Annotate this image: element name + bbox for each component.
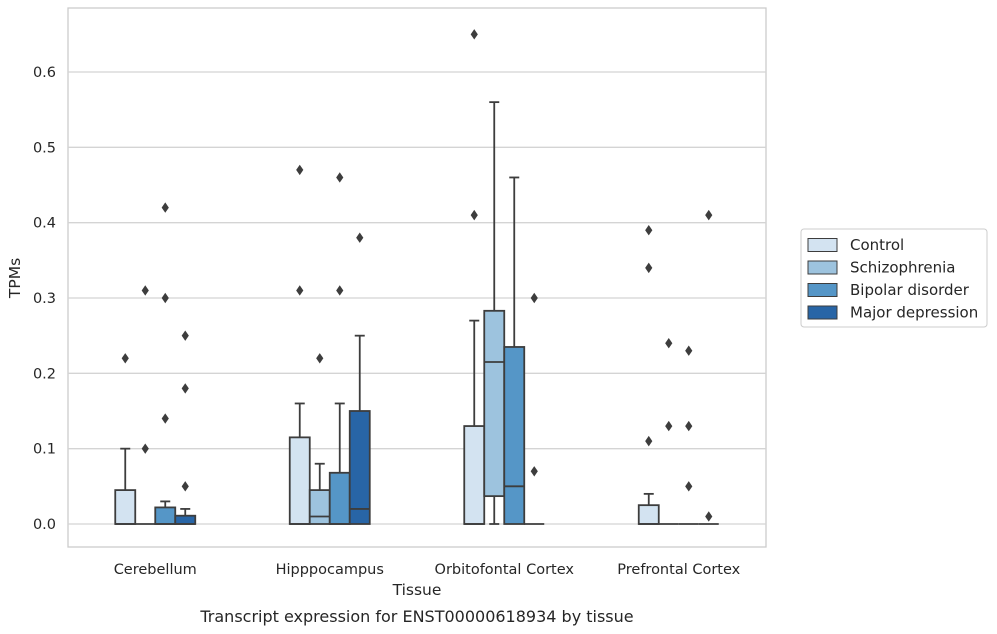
chart-caption: Transcript expression for ENST0000061893… [199, 607, 633, 626]
box-major-depression [524, 292, 545, 525]
x-tick-labels: Cerebellum Hipppocampus Orbitofontal Corte… [114, 562, 741, 578]
x-axis-title: Tissue [392, 581, 442, 599]
outlier-point [296, 164, 304, 176]
box-bipolar-disorder [154, 202, 177, 525]
box-bipolar-disorder [678, 345, 699, 525]
x-tick-label: Orbitofontal Cortex [435, 562, 575, 578]
y-axis-title: TPMs [6, 258, 24, 299]
outlier-point [685, 345, 693, 356]
outlier-point [121, 353, 129, 364]
box-control [637, 225, 660, 525]
box-body [348, 410, 371, 525]
x-tick-label: Cerebellum [114, 562, 197, 578]
box-body [637, 504, 660, 525]
box-major-depression [174, 330, 197, 525]
outlier-point [161, 202, 169, 213]
box-body [308, 489, 331, 525]
outlier-point [470, 29, 478, 40]
outlier-point [356, 232, 364, 243]
outlier-point [705, 209, 713, 221]
gridlines [68, 71, 766, 525]
box-body [328, 471, 351, 525]
outlier-point [181, 330, 189, 341]
box-schizophrenia [135, 285, 156, 525]
x-tick-label: Hipppocampus [276, 562, 384, 578]
outlier-point [665, 338, 673, 349]
y-tick-label: 0.0 [33, 517, 56, 533]
box-schizophrenia [483, 101, 506, 525]
box-body [154, 506, 177, 525]
y-tick-label: 0.5 [33, 140, 56, 156]
box-body [503, 346, 526, 525]
outlier-point [161, 413, 169, 424]
legend-label: Schizophrenia [850, 259, 955, 277]
outlier-point [141, 443, 149, 454]
y-tick-label: 0.3 [33, 291, 56, 307]
y-tick-label: 0.4 [33, 216, 56, 232]
outlier-point [181, 481, 189, 492]
outlier-point [161, 292, 169, 304]
legend-label: Bipolar disorder [850, 281, 970, 299]
legend-swatch [807, 260, 838, 275]
outlier-point [685, 420, 693, 432]
outlier-point [470, 209, 478, 221]
outlier-point [181, 383, 189, 394]
outlier-point [645, 225, 653, 236]
outlier-point [645, 262, 653, 274]
legend: Control Schizophrenia Bipolar disorder Majo… [800, 228, 988, 328]
box-body [483, 309, 506, 498]
box-bipolar-disorder [328, 172, 351, 525]
box-control [463, 29, 486, 525]
outlier-point [705, 511, 713, 522]
box-body [174, 514, 197, 525]
boxes [114, 29, 719, 525]
box-body [288, 436, 311, 525]
y-tick-label: 0.2 [33, 366, 56, 382]
y-tick-label: 0.1 [33, 442, 56, 458]
outlier-point [530, 292, 538, 304]
outlier-point [665, 420, 673, 432]
box-body [114, 489, 137, 525]
legend-swatch [807, 238, 838, 252]
legend-swatch [807, 305, 838, 320]
legend-items: Control Schizophrenia Bipolar disorder Majo… [807, 236, 978, 322]
legend-swatch [807, 283, 838, 297]
legend-label: Control [850, 236, 904, 254]
outlier-point [296, 285, 304, 296]
outlier-point [336, 172, 344, 183]
y-tick-labels: 0.0 0.1 0.2 0.3 0.4 0.5 0.6 [33, 65, 56, 533]
plot-area-border [67, 7, 767, 548]
outlier-point [336, 285, 344, 296]
x-tick-label: Prefrontal Cortex [617, 562, 740, 578]
outlier-point [141, 285, 149, 296]
box-body [463, 425, 486, 525]
y-tick-label: 0.6 [33, 65, 56, 81]
box-major-depression [348, 232, 371, 525]
box-bipolar-disorder [503, 176, 526, 525]
box-schizophrenia [658, 338, 679, 525]
legend-label: Major depression [850, 304, 978, 322]
box-major-depression [698, 209, 719, 525]
outlier-point [685, 481, 693, 492]
legend-frame [800, 228, 988, 328]
outlier-point [530, 466, 538, 477]
box-schizophrenia [308, 353, 331, 525]
box-control [114, 353, 137, 525]
outlier-point [645, 435, 653, 447]
box-control [288, 164, 311, 525]
outlier-point [316, 353, 324, 364]
